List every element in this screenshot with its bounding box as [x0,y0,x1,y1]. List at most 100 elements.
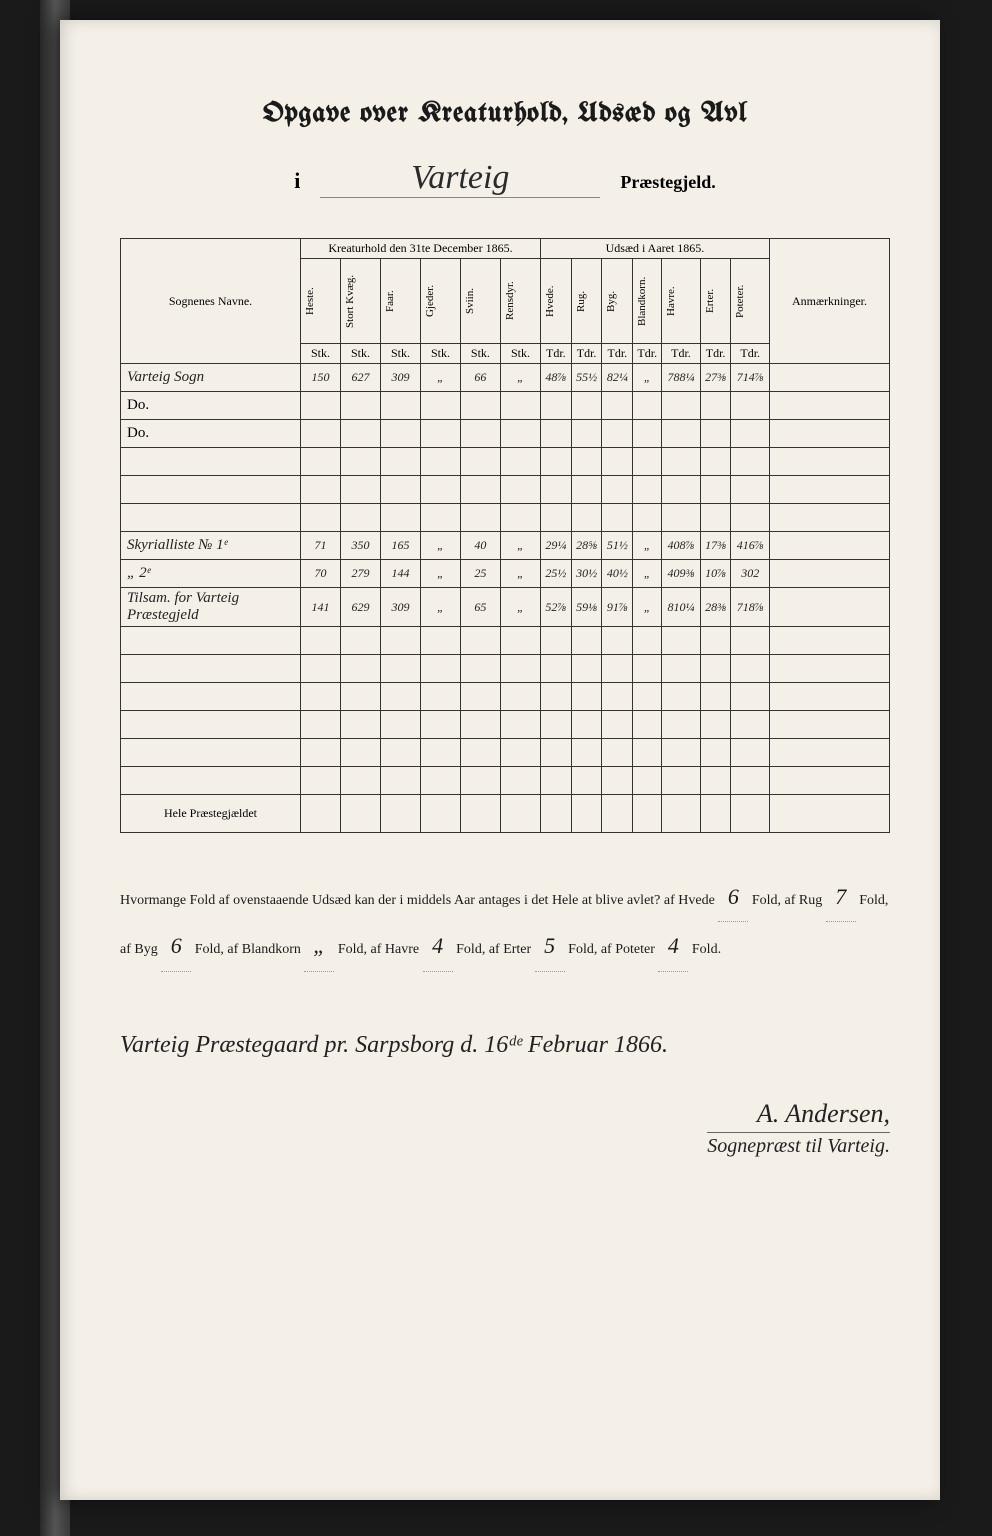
table-row [121,739,890,767]
table-row [121,655,890,683]
col-rug: Rug. [571,259,602,344]
cell [500,795,540,833]
cell: 29¼ [540,532,571,560]
cell [700,739,731,767]
cell: „ [420,364,460,392]
cell [731,655,770,683]
cell [540,448,571,476]
unit: Tdr. [662,344,700,364]
suffix-praestegjeld: Præstegjeld. [620,172,715,193]
cell [540,476,571,504]
cell [301,448,341,476]
page-title: Opgave over Kreaturhold, Udsæd og Avl [120,100,890,129]
cell: 350 [340,532,380,560]
cell [340,420,380,448]
signature-title: Sognepræst til Varteig. [707,1132,890,1158]
table-row [121,683,890,711]
cell [602,476,633,504]
cell [700,448,731,476]
cell [540,711,571,739]
cell: 17⅜ [700,532,731,560]
cell [500,739,540,767]
cell [340,711,380,739]
cell [500,655,540,683]
col-byg: Byg. [602,259,633,344]
row-name: Tilsam. for Varteig Præstegjeld [121,588,301,627]
cell [540,739,571,767]
cell: 141 [301,588,341,627]
cell [301,767,341,795]
cell: 309 [380,364,420,392]
cell [420,420,460,448]
cell: 718⅞ [731,588,770,627]
cell: „ [420,588,460,627]
cell: 10⅞ [700,560,731,588]
cell [460,655,500,683]
cell [500,392,540,420]
cell: 27⅜ [700,364,731,392]
cell [380,767,420,795]
cell: „ [500,588,540,627]
cell [121,683,301,711]
cell-remarks [770,588,890,627]
fold-hvede: 6 [718,873,748,922]
cell: 40½ [602,560,633,588]
cell [500,448,540,476]
unit: Tdr. [633,344,662,364]
cell [571,448,602,476]
cell: 25 [460,560,500,588]
cell: 28⅜ [700,588,731,627]
cell-remarks [770,392,890,420]
cell [340,683,380,711]
cell [500,504,540,532]
cell: 40 [460,532,500,560]
cell [700,795,731,833]
cell [420,739,460,767]
unit: Stk. [340,344,380,364]
cell [500,476,540,504]
unit: Stk. [420,344,460,364]
cell [380,739,420,767]
cell [662,795,700,833]
cell [500,767,540,795]
cell [340,767,380,795]
total-label: Hele Præstegjældet [121,795,301,833]
cell: 165 [380,532,420,560]
cell [633,504,662,532]
cell [700,711,731,739]
cell: 91⅞ [602,588,633,627]
cell: 55½ [571,364,602,392]
row-name: „ 2ᵉ [121,560,301,588]
fold-blandkorn: „ [304,922,334,971]
col-erter: Erter. [700,259,731,344]
cell [731,711,770,739]
cell [602,739,633,767]
cell: 59⅛ [571,588,602,627]
prefix-i: i [294,168,300,194]
cell [380,420,420,448]
unit: Stk. [380,344,420,364]
table-row: Skyrialliste № 1ᵉ71350165„40„29¼28⅝51½„4… [121,532,890,560]
cell [731,683,770,711]
cell [633,739,662,767]
cell [700,420,731,448]
cell: 52⅞ [540,588,571,627]
cell [380,711,420,739]
table-row [121,448,890,476]
cell [121,655,301,683]
table-row [121,476,890,504]
cell [700,627,731,655]
cell [662,476,700,504]
cell [571,767,602,795]
cell [460,420,500,448]
cell [380,448,420,476]
group-kreaturhold: Kreaturhold den 31te December 1865. [301,239,541,259]
col-sviin: Sviin. [460,259,500,344]
fold-erter-label: Fold, af Erter [456,942,531,957]
cell [420,795,460,833]
cell [420,476,460,504]
cell [340,739,380,767]
cell [121,448,301,476]
cell [571,504,602,532]
cell: „ [633,588,662,627]
